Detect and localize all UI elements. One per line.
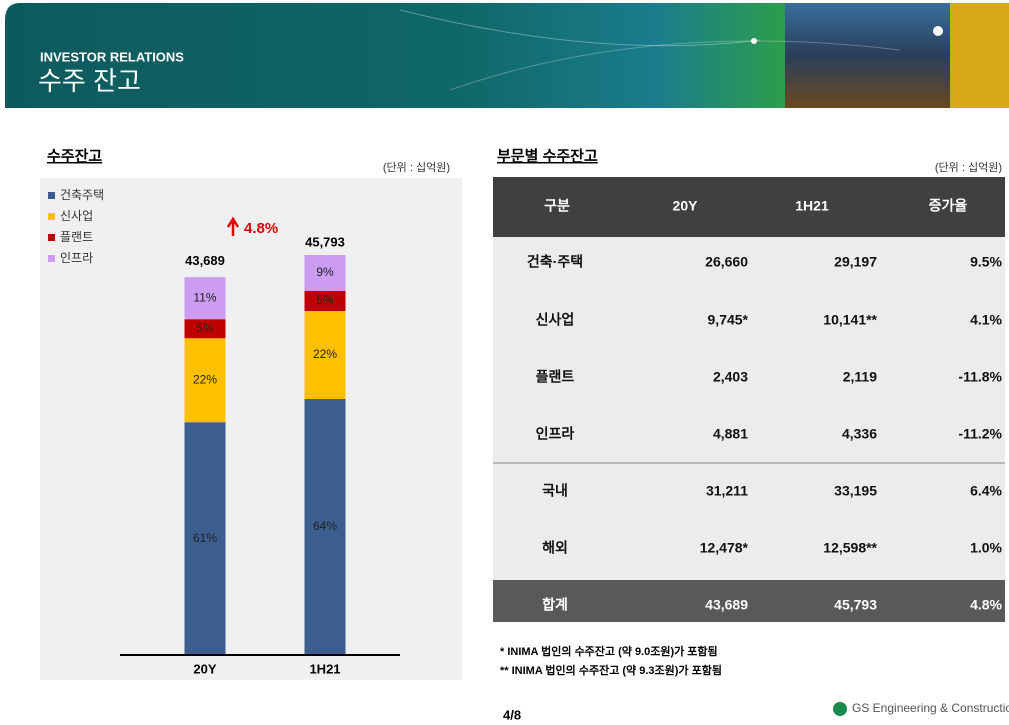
table-cell: 4,336 xyxy=(842,426,877,442)
bar-segment xyxy=(304,255,346,291)
segment-label: 22% xyxy=(313,347,337,361)
table-title: 부문별 수주잔고 xyxy=(497,147,598,165)
total-label: 45,793 xyxy=(305,234,345,249)
kicker: INVESTOR RELATIONS xyxy=(40,49,184,64)
table-cell: 9,745* xyxy=(708,312,749,328)
table-cell: 합계 xyxy=(542,597,568,613)
table-cell: 4,881 xyxy=(713,426,748,442)
bar-segment xyxy=(184,338,226,423)
footnote: * INIMA 법인의 수주잔고 (약 9.0조원)가 포함됨 xyxy=(500,644,718,658)
table-cell: 33,195 xyxy=(834,483,877,499)
table-cell: 국내 xyxy=(542,483,568,499)
table-cell: 29,197 xyxy=(834,254,877,270)
legend-label: 건축주택 xyxy=(60,188,104,202)
table-cell: 해외 xyxy=(542,540,568,556)
segment-label: 9% xyxy=(316,265,334,279)
logo-mark xyxy=(833,702,847,716)
legend-swatch xyxy=(48,255,55,262)
page-number: 4/8 xyxy=(503,707,521,722)
growth-arrow xyxy=(226,216,240,236)
table-cell: 4.8% xyxy=(970,597,1002,613)
bar-segment xyxy=(184,422,226,655)
total-row xyxy=(493,580,1005,622)
page-title: 수주 잔고 xyxy=(38,66,141,96)
column-header: 20Y xyxy=(673,198,699,214)
segment-label: 64% xyxy=(313,519,337,533)
table-cell: 9.5% xyxy=(970,254,1002,270)
legend-swatch xyxy=(48,192,55,199)
table-body xyxy=(493,237,1005,580)
segment-label: 22% xyxy=(193,372,217,386)
table-cell: 31,211 xyxy=(706,483,748,499)
segment-label: 11% xyxy=(193,290,216,304)
segment-label: 5% xyxy=(316,293,334,307)
column-header: 1H21 xyxy=(795,198,829,214)
table-cell: 플랜트 xyxy=(536,369,575,385)
table-cell: 인프라 xyxy=(536,426,575,442)
table-cell: 4.1% xyxy=(970,312,1002,328)
table-cell: 2,403 xyxy=(713,369,748,385)
column-header: 구분 xyxy=(544,198,570,214)
table-cell: 26,660 xyxy=(705,254,748,270)
chart-unit: (단위 : 십억원) xyxy=(383,161,450,174)
table-cell: 10,141** xyxy=(823,312,877,328)
table-cell: 6.4% xyxy=(970,483,1002,499)
category-label: 1H21 xyxy=(309,661,340,676)
footnote: ** INIMA 법인의 수주잔고 (약 9.3조원)가 포함됨 xyxy=(500,663,722,677)
column-header: 증가율 xyxy=(929,198,968,214)
segment-label: 61% xyxy=(193,531,217,545)
table-cell: -11.2% xyxy=(958,426,1002,442)
table-cell: 45,793 xyxy=(834,597,877,613)
table-cell: 12,598** xyxy=(823,540,877,556)
legend-label: 플랜트 xyxy=(60,230,93,244)
legend-swatch xyxy=(48,234,55,241)
table-header xyxy=(493,177,1005,237)
legend-swatch xyxy=(48,213,55,220)
table-cell: 건축·주택 xyxy=(527,254,583,270)
bar-segment xyxy=(304,311,346,399)
table-cell: 43,689 xyxy=(705,597,748,613)
table-cell: 2,119 xyxy=(843,369,877,385)
table-cell: 12,478* xyxy=(700,540,749,556)
table-cell: 1.0% xyxy=(970,540,1002,556)
table-cell: 신사업 xyxy=(536,312,575,328)
table-cell: -11.8% xyxy=(958,369,1002,385)
legend-label: 인프라 xyxy=(60,251,93,265)
chart-panel xyxy=(40,178,462,680)
category-label: 20Y xyxy=(193,661,216,676)
logo: GS Engineering & Construction xyxy=(852,701,1009,715)
bar-segment xyxy=(184,277,226,320)
growth-label: 4.8% xyxy=(244,220,278,237)
bar-segment xyxy=(304,291,346,311)
chart-title: 수주잔고 xyxy=(47,148,102,165)
legend-label: 신사업 xyxy=(60,209,93,223)
total-label: 43,689 xyxy=(185,253,225,268)
bar-segment xyxy=(184,319,226,339)
segment-label: 5% xyxy=(196,321,214,335)
banner: INVESTOR RELATIONS 수주 잔고 xyxy=(5,3,1009,108)
bar-segment xyxy=(304,399,346,655)
table-unit: (단위 : 십억원) xyxy=(935,161,1002,174)
